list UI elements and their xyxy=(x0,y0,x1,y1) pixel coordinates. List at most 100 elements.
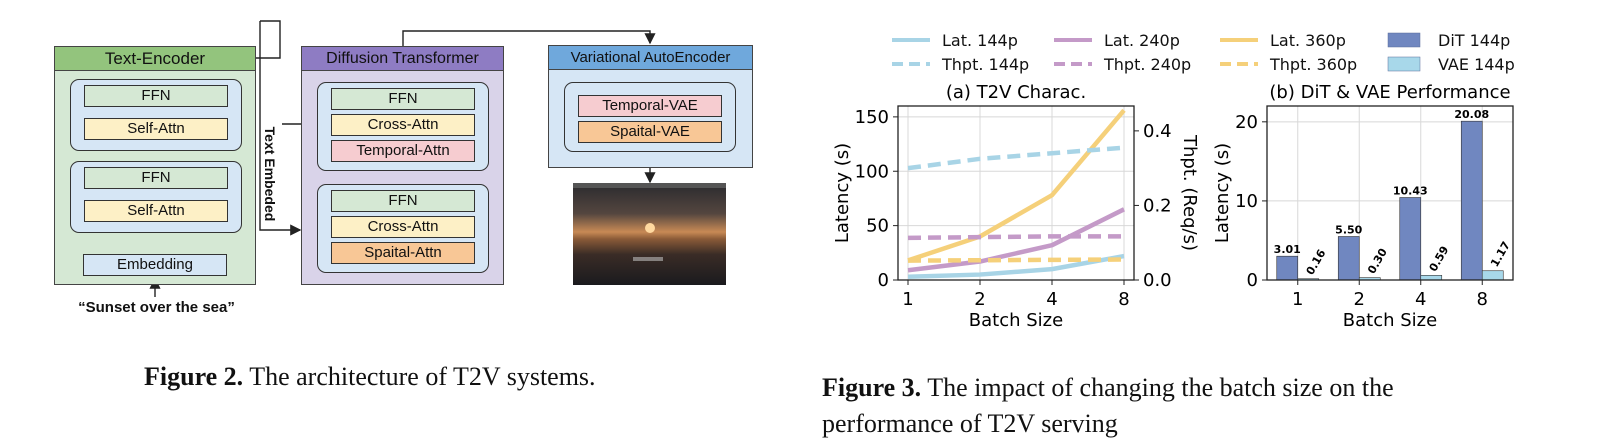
figure-2-text: The architecture of T2V systems. xyxy=(243,362,596,391)
chart-b-bar-0-1 xyxy=(1337,236,1360,281)
legend-swatch-3 xyxy=(1387,32,1421,48)
dit-temporal-attn: Temporal-Attn xyxy=(331,140,475,162)
input-prompt: “Sunset over the sea” xyxy=(78,299,235,316)
chart-a-y2tick-label-1: 0.2 xyxy=(1143,195,1172,216)
figure-3-charts: Lat. 144p Lat. 240p Lat. 360p DiT 144p Thpt.… xyxy=(832,31,1515,331)
chart-b-data-label-0-0: 3.01 xyxy=(1274,243,1301,256)
encoder-ffn-2: FFN xyxy=(84,167,228,189)
chart-b-xlabel: Batch Size xyxy=(1343,310,1437,331)
chart-b-xtick-label-2: 4 xyxy=(1415,289,1426,310)
chart-a-xtick-label-0: 1 xyxy=(902,289,913,310)
dit-spatial-attn: Spaital-Attn xyxy=(331,242,475,264)
chart-b: (b) DiT & VAE Performance3.015.5010.4320… xyxy=(1212,82,1514,331)
chart-b-data-label-1-1: 0.30 xyxy=(1365,246,1390,276)
dit-ffn-2: FFN xyxy=(331,190,475,212)
chart-b-ytick-label-1: 10 xyxy=(1235,191,1258,212)
chart-legend: Lat. 144p Lat. 240p Lat. 360p DiT 144p Thpt.… xyxy=(892,31,1515,74)
chart-b-data-label-0-1: 5.50 xyxy=(1335,224,1362,237)
figure-2-caption: Figure 2. The architecture of T2V system… xyxy=(144,362,596,392)
chart-a: (a) T2V Charac. 0 50 100 150 0.0 0.2 0.4 1 2 4 8 Bat… xyxy=(832,82,1200,331)
text-encoder-title: Text-Encoder xyxy=(55,47,255,71)
chart-b-xtick-label-0: 1 xyxy=(1292,289,1303,310)
chart-a-xtick-label-3: 8 xyxy=(1118,289,1129,310)
legend-label-1: Lat. 240p xyxy=(1104,31,1180,50)
chart-b-frame xyxy=(1266,105,1514,281)
chart-a-series-0 xyxy=(907,253,1125,279)
vae-block: Temporal-VAE Spaital-VAE xyxy=(564,82,736,152)
legend-label-7: VAE 144p xyxy=(1438,55,1515,74)
chart-b-bar-0-0 xyxy=(1276,255,1299,281)
chart-b-data-label-1-0: 0.16 xyxy=(1304,247,1329,277)
chart-b-data-label-0-2: 10.43 xyxy=(1393,185,1428,198)
dit-ffn-1: FFN xyxy=(331,88,475,110)
legend-label-2: Lat. 360p xyxy=(1270,31,1346,50)
chart-b-data-label-0-3: 20.08 xyxy=(1454,108,1489,121)
chart-a-y2tick-label-0: 0.0 xyxy=(1143,270,1172,291)
chart-a-y2label: Thpt. (Req/s) xyxy=(1179,134,1200,251)
generated-video-thumbnail xyxy=(573,183,726,285)
video-titlebar xyxy=(573,183,726,188)
chart-a-ytick-label-1: 50 xyxy=(866,216,889,237)
dit-cross-attn-2: Cross-Attn xyxy=(331,216,475,238)
spatial-vae: Spaital-VAE xyxy=(578,121,722,143)
chart-b-data-label-1-2: 0.59 xyxy=(1427,244,1452,274)
dit-block-1: FFN Cross-Attn Temporal-Attn xyxy=(317,82,489,171)
chart-b-xtick-label-1: 2 xyxy=(1354,289,1365,310)
chart-b-xtick-label-3: 8 xyxy=(1477,289,1488,310)
chart-a-frame xyxy=(897,105,1135,281)
legend-label-4: Thpt. 144p xyxy=(941,55,1029,74)
chart-b-title: (b) DiT & VAE Performance xyxy=(1269,82,1510,103)
encoder-block-2: FFN Self-Attn xyxy=(70,161,242,233)
figure-3-caption-line2: performance of T2V serving xyxy=(822,409,1118,438)
chart-a-y2tick-label-2: 0.4 xyxy=(1143,121,1172,142)
chart-b-bar-0-2 xyxy=(1399,197,1422,281)
figure-2-label: Figure 2. xyxy=(144,362,244,391)
legend-label-6: Thpt. 360p xyxy=(1269,55,1357,74)
chart-b-ytick-label-0: 0 xyxy=(1247,270,1258,291)
chart-a-ytick-label-2: 100 xyxy=(855,161,889,182)
chart-a-xtick-label-1: 2 xyxy=(974,289,985,310)
chart-a-xtick-label-2: 4 xyxy=(1046,289,1057,310)
encoder-block-1: FFN Self-Attn xyxy=(70,79,242,151)
figure-3-caption: Figure 3. The impact of changing the bat… xyxy=(822,373,1394,403)
arrow-dit-to-vae xyxy=(402,30,656,46)
temporal-vae: Temporal-VAE xyxy=(578,95,722,117)
encoder-self-attn-1: Self-Attn xyxy=(84,118,228,140)
chart-a-series-5 xyxy=(907,257,1125,263)
dit-title: Diffusion Transformer xyxy=(302,47,503,71)
encoder-ffn-1: FFN xyxy=(84,85,228,107)
chart-a-series-3 xyxy=(907,145,1125,171)
diagram-connectors xyxy=(149,20,656,297)
chart-a-xlabel: Batch Size xyxy=(969,310,1063,331)
chart-b-ylabel: Latency (s) xyxy=(1212,143,1233,243)
encoder-embedding: Embedding xyxy=(83,254,227,276)
chart-a-ylabel: Latency (s) xyxy=(832,143,853,243)
sun-icon xyxy=(645,223,655,233)
chart-a-title: (a) T2V Charac. xyxy=(946,82,1086,103)
chart-b-bar-1-3 xyxy=(1481,270,1504,281)
dit-block-2: FFN Cross-Attn Spaital-Attn xyxy=(317,184,489,273)
chart-b-ytick-label-2: 20 xyxy=(1235,112,1258,133)
legend-swatch-7 xyxy=(1387,56,1421,72)
legend-label-5: Thpt. 240p xyxy=(1103,55,1191,74)
chart-b-bar-1-2 xyxy=(1420,275,1443,281)
chart-a-series-4 xyxy=(907,234,1124,241)
video-controls-icon xyxy=(633,257,663,261)
figure-3-label: Figure 3. xyxy=(822,373,922,402)
arrow-to-dit-lower xyxy=(259,21,302,236)
chart-a-ytick-label-0: 0 xyxy=(878,270,889,291)
legend-label-3: DiT 144p xyxy=(1438,31,1510,50)
text-embeded-label-wrap: Text Embeded xyxy=(258,118,282,238)
text-embeded-label: Text Embeded xyxy=(262,126,278,222)
dit-cross-attn-1: Cross-Attn xyxy=(331,114,475,136)
chart-a-ytick-label-3: 150 xyxy=(855,107,889,128)
encoder-self-attn-2: Self-Attn xyxy=(84,200,228,222)
chart-b-data-label-1-3: 1.17 xyxy=(1488,239,1513,269)
chart-a-series-2 xyxy=(907,108,1126,263)
vae-title: Variational AutoEncoder xyxy=(549,46,752,70)
text-encoder-panel: Text-Encoder FFN Self-Attn FFN Self-Attn… xyxy=(54,46,256,285)
chart-a-series-1 xyxy=(907,207,1126,273)
vae-panel: Variational AutoEncoder Temporal-VAE Spa… xyxy=(548,45,753,168)
chart-b-bar-0-3 xyxy=(1460,120,1483,281)
dit-panel: Diffusion Transformer FFN Cross-Attn Tem… xyxy=(301,46,504,285)
